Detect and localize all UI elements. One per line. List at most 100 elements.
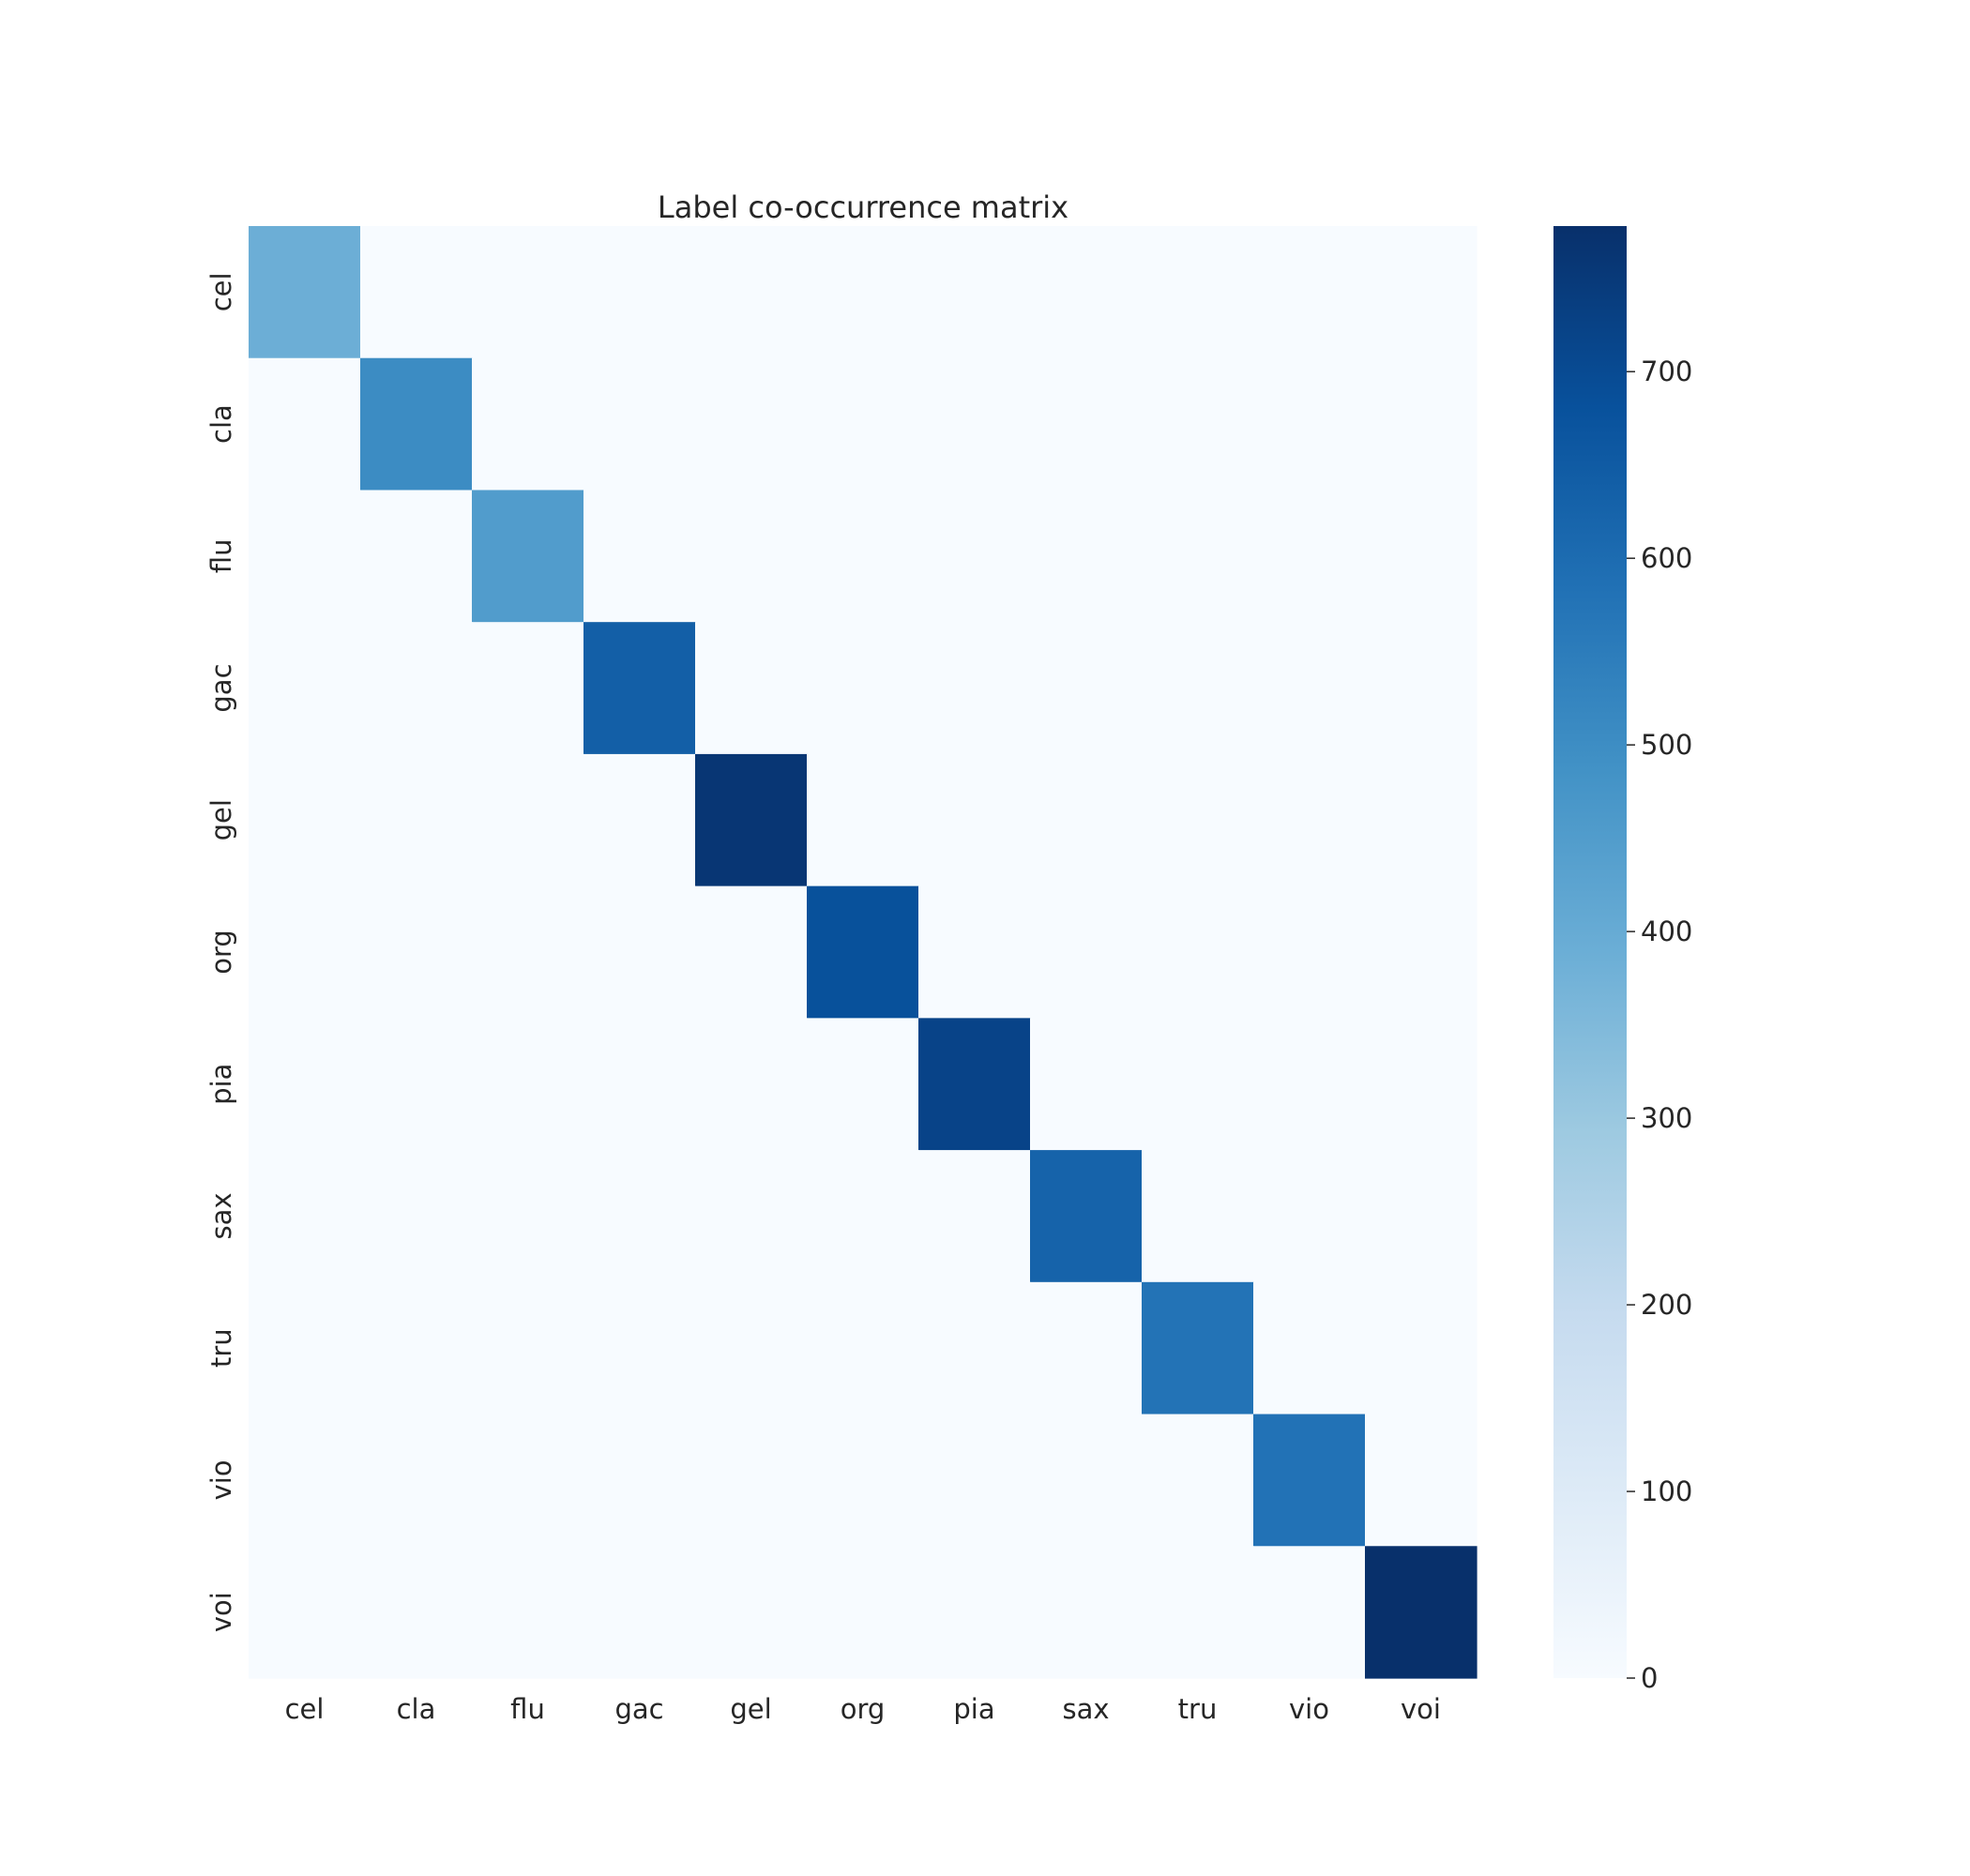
heatmap-cell-vio-sax bbox=[1030, 1414, 1143, 1547]
x-tick-label: sax bbox=[1062, 1693, 1109, 1725]
heatmap-cell-flu-flu bbox=[472, 490, 584, 623]
heatmap-cell-voi-cla bbox=[360, 1546, 473, 1679]
heatmap-cell-org-voi bbox=[1365, 885, 1478, 1019]
heatmap-cell-gac-vio bbox=[1253, 622, 1366, 755]
heatmap-cell-vio-gac bbox=[583, 1414, 696, 1547]
heatmap-cell-sax-pia bbox=[918, 1150, 1031, 1283]
colorbar-tick-label: 700 bbox=[1641, 356, 1692, 387]
heatmap-cell-gac-cel bbox=[249, 622, 361, 755]
heatmap-cell-gel-flu bbox=[472, 753, 584, 887]
heatmap-cell-cel-org bbox=[807, 226, 919, 359]
heatmap-cell-gel-pia bbox=[918, 753, 1031, 887]
heatmap-cell-cla-tru bbox=[1142, 357, 1254, 492]
y-tick-label: gel bbox=[205, 799, 237, 840]
colorbar-tick-label: 200 bbox=[1641, 1289, 1692, 1321]
x-tick-label: gel bbox=[730, 1693, 771, 1725]
heatmap-cell-cla-voi bbox=[1365, 357, 1478, 492]
heatmap-cell-org-gel bbox=[695, 885, 808, 1019]
y-tick-label: org bbox=[205, 930, 237, 975]
heatmap-cell-gel-org bbox=[807, 753, 919, 887]
heatmap-cell-pia-gac bbox=[583, 1018, 696, 1151]
heatmap-cell-tru-vio bbox=[1253, 1281, 1366, 1415]
heatmap-cell-pia-vio bbox=[1253, 1018, 1366, 1151]
heatmap-cell-tru-sax bbox=[1030, 1281, 1143, 1415]
heatmap-cell-vio-flu bbox=[472, 1414, 584, 1547]
y-tick-label: sax bbox=[205, 1192, 237, 1239]
heatmap-cell-gel-gac bbox=[583, 753, 696, 887]
heatmap-cell-flu-cla bbox=[360, 490, 473, 623]
colorbar-ticks: 0 100 200 300 400 500 600 700 bbox=[1627, 356, 1692, 1694]
heatmap-cell-pia-cel bbox=[249, 1018, 361, 1151]
heatmap-cell-cla-org bbox=[807, 357, 919, 492]
x-tick-label: cel bbox=[285, 1693, 325, 1725]
colorbar-tick-label: 100 bbox=[1641, 1475, 1692, 1507]
heatmap-cell-tru-gac bbox=[583, 1281, 696, 1415]
heatmap-cell-voi-org bbox=[807, 1546, 919, 1679]
heatmap-cell-gac-sax bbox=[1030, 622, 1143, 755]
heatmap-cell-gac-cla bbox=[360, 622, 473, 755]
heatmap-cell-sax-org bbox=[807, 1150, 919, 1283]
heatmap-cell-pia-flu bbox=[472, 1018, 584, 1151]
heatmap-cell-cla-gac bbox=[583, 357, 696, 492]
heatmap-cell-tru-org bbox=[807, 1281, 919, 1415]
heatmap-cell-vio-voi bbox=[1365, 1414, 1478, 1547]
y-tick-label: pia bbox=[205, 1064, 237, 1105]
heatmap-cell-vio-pia bbox=[918, 1414, 1031, 1547]
heatmap-cell-cel-tru bbox=[1142, 226, 1254, 359]
heatmap-cell-sax-tru bbox=[1142, 1150, 1254, 1283]
heatmap-cell-voi-tru bbox=[1142, 1546, 1254, 1679]
y-tick-label: vio bbox=[205, 1460, 237, 1500]
heatmap-cell-sax-vio bbox=[1253, 1150, 1366, 1283]
heatmap-cell-org-cla bbox=[360, 885, 473, 1019]
heatmap-cell-gel-sax bbox=[1030, 753, 1143, 887]
heatmap-cell-gac-org bbox=[807, 622, 919, 755]
y-tick-label: cel bbox=[205, 272, 237, 311]
heatmap-cell-vio-cla bbox=[360, 1414, 473, 1547]
heatmap-cell-vio-vio bbox=[1253, 1414, 1366, 1547]
heatmap-cell-tru-cel bbox=[249, 1281, 361, 1415]
heatmap-cell-vio-gel bbox=[695, 1414, 808, 1547]
chart-title: Label co-occurrence matrix bbox=[658, 189, 1068, 225]
heatmap-cell-cel-gac bbox=[583, 226, 696, 359]
heatmap-cell-org-vio bbox=[1253, 885, 1366, 1019]
heatmap-cell-org-cel bbox=[249, 885, 361, 1019]
heatmap-cell-flu-tru bbox=[1142, 490, 1254, 623]
heatmap-cell-tru-flu bbox=[472, 1281, 584, 1415]
heatmap-cell-gel-gel bbox=[695, 753, 808, 887]
heatmap-cell-flu-gel bbox=[695, 490, 808, 623]
heatmap-cell-pia-sax bbox=[1030, 1018, 1143, 1151]
heatmap-cell-voi-cel bbox=[249, 1546, 361, 1679]
heatmap-cell-flu-org bbox=[807, 490, 919, 623]
heatmap-cell-pia-cla bbox=[360, 1018, 473, 1151]
y-tick-label: cla bbox=[205, 404, 237, 444]
heatmap-cell-cel-cel bbox=[249, 226, 361, 359]
heatmap-cell-pia-tru bbox=[1142, 1018, 1254, 1151]
y-tick-label: gac bbox=[205, 663, 237, 712]
x-tick-label: pia bbox=[953, 1693, 994, 1725]
heatmap-cell-sax-flu bbox=[472, 1150, 584, 1283]
heatmap-cell-org-org bbox=[807, 885, 919, 1019]
colorbar-tick-label: 400 bbox=[1641, 915, 1692, 947]
heatmap-cell-flu-voi bbox=[1365, 490, 1478, 623]
heatmap-cell-org-gac bbox=[583, 885, 696, 1019]
heatmap-cell-voi-pia bbox=[918, 1546, 1031, 1679]
heatmap-cell-sax-sax bbox=[1030, 1150, 1143, 1283]
heatmap-cell-tru-voi bbox=[1365, 1281, 1478, 1415]
heatmap-cell-cel-flu bbox=[472, 226, 584, 359]
x-tick-label: flu bbox=[510, 1693, 545, 1725]
heatmap-cell-tru-tru bbox=[1142, 1281, 1254, 1415]
heatmap-cell-cel-pia bbox=[918, 226, 1031, 359]
heatmap-cell-cel-sax bbox=[1030, 226, 1143, 359]
heatmap-cell-flu-gac bbox=[583, 490, 696, 623]
heatmap-cell-sax-cel bbox=[249, 1150, 361, 1283]
y-tick-label: tru bbox=[205, 1328, 237, 1368]
heatmap-cell-org-pia bbox=[918, 885, 1031, 1019]
heatmap-cell-cel-voi bbox=[1365, 226, 1478, 359]
heatmap-cell-voi-sax bbox=[1030, 1546, 1143, 1679]
heatmap-cell-gel-cla bbox=[360, 753, 473, 887]
heatmap-cell-flu-vio bbox=[1253, 490, 1366, 623]
y-tick-label: voi bbox=[205, 1592, 237, 1632]
x-axis-ticks: cel cla flu gac gel org pia sax tru vio voi bbox=[285, 1693, 1441, 1725]
heatmap-cell-gac-gac bbox=[583, 622, 696, 755]
